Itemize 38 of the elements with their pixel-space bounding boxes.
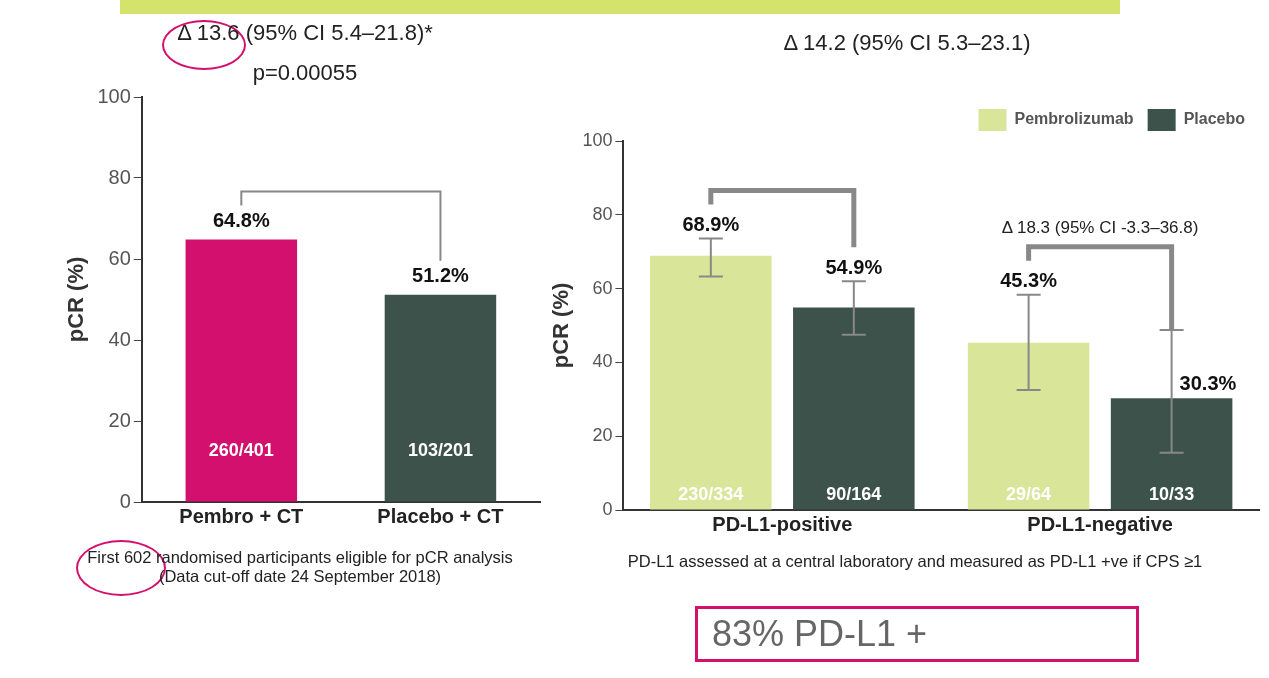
annotation: 230/334: [678, 483, 744, 504]
chart-title: Δ 13.6 (95% CI 5.4–21.8)*: [176, 20, 434, 46]
y-tick-label: 0: [602, 498, 613, 519]
annotation: 90/164: [826, 483, 882, 504]
chart-subtitle: p=0.00055: [251, 60, 359, 86]
y-tick-label: 60: [108, 246, 131, 269]
y-tick-label: 100: [97, 84, 131, 107]
legend-label: Pembrolizumab: [1014, 110, 1134, 128]
y-tick-label: 20: [592, 425, 613, 446]
y-tick-label: 80: [108, 165, 131, 188]
annotation: 103/201: [407, 439, 473, 460]
data-label: 54.9%: [825, 255, 883, 278]
y-axis-title: pCR (%): [548, 282, 574, 369]
y-tick-label: 20: [108, 408, 131, 431]
x-tick-label: PD-L1-positive: [712, 512, 853, 535]
y-tick-label: 60: [592, 277, 613, 298]
y-tick-label: 0: [119, 489, 131, 512]
data-label: 51.2%: [412, 264, 470, 287]
y-tick-label: 40: [108, 327, 131, 350]
x-tick-label: PD-L1-negative: [1027, 512, 1173, 535]
annotation: 29/64: [1006, 483, 1052, 504]
y-axis-title: pCR (%): [63, 256, 89, 343]
data-label: 45.3%: [1000, 269, 1058, 292]
chart-title: Δ 14.2 (95% CI 5.3–23.1): [782, 30, 1032, 56]
y-tick-label: 40: [592, 351, 613, 372]
y-tick-label: 100: [582, 129, 613, 150]
annotation: 260/401: [208, 439, 274, 460]
data-label: 64.8%: [212, 209, 270, 232]
data-label: 30.3%: [1179, 371, 1237, 394]
y-tick-label: 80: [592, 203, 613, 224]
annotation: 10/33: [1149, 483, 1195, 504]
x-tick-label: Pembro + CT: [179, 504, 304, 527]
x-tick-label: Placebo + CT: [377, 504, 504, 527]
text: PD-L1 assessed at a central laboratory and measured as PD-L1 +ve if CPS ≥1: [626, 552, 1204, 571]
text: 83% PD-L1 +: [695, 606, 1139, 662]
legend-label: Placebo: [1183, 110, 1246, 128]
data-label: 68.9%: [682, 212, 740, 235]
annotation: Δ 18.3 (95% CI -3.3–36.8): [1001, 218, 1199, 238]
